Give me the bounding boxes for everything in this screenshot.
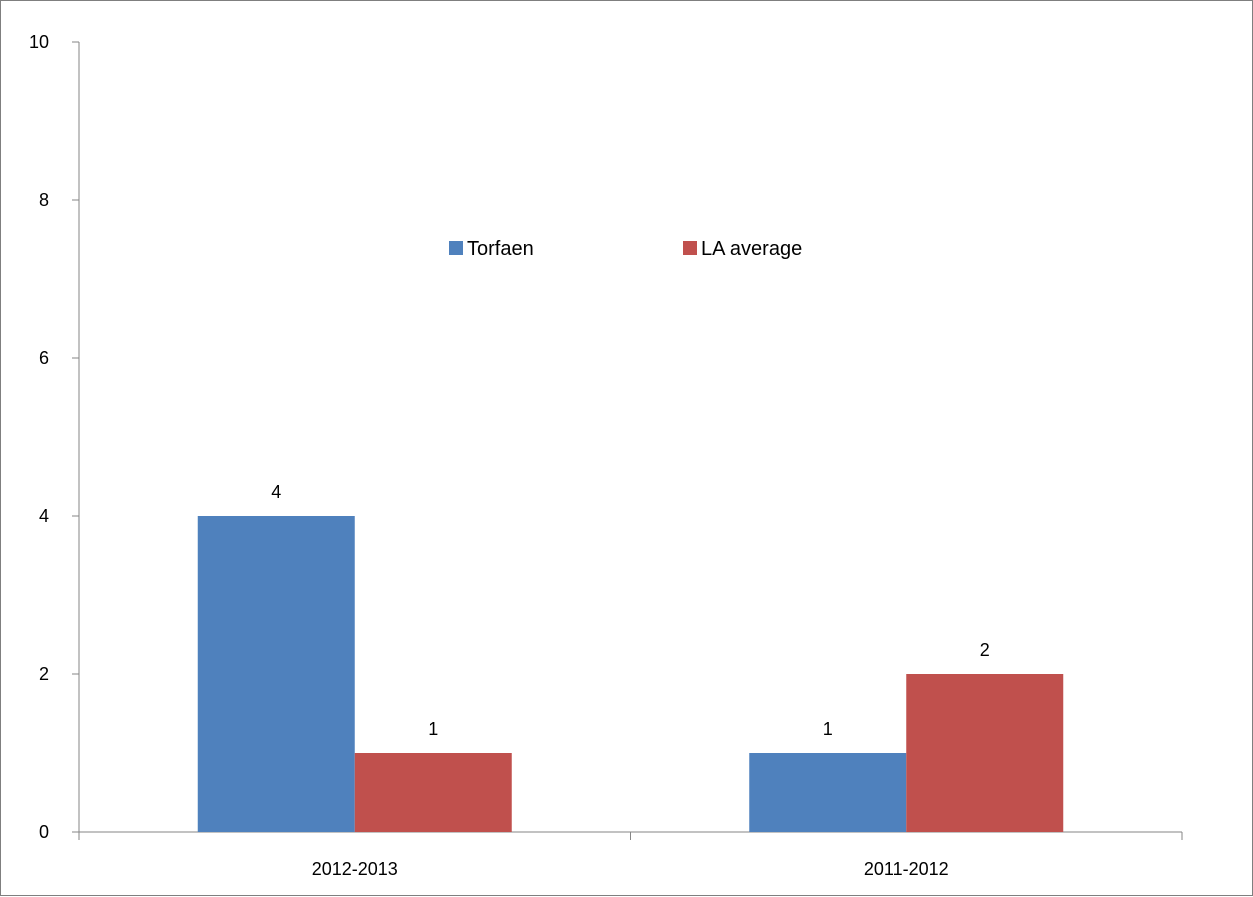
bar-value-label: 1 [823,719,833,739]
y-tick-label: 4 [39,506,49,526]
y-tick-label: 2 [39,664,49,684]
bar-value-label: 4 [271,482,281,502]
y-tick-label: 6 [39,348,49,368]
bar [906,674,1064,832]
y-tick-label: 0 [39,822,49,842]
bar [197,516,355,832]
bar-value-label: 1 [428,719,438,739]
legend-label: LA average [701,238,802,260]
x-tick-label: 2011-2012 [864,859,949,879]
bar [354,753,512,832]
legend-swatch [449,241,463,255]
bars [197,516,1064,832]
legend-label: Torfaen [467,238,534,260]
bar [749,753,907,832]
x-tick-label: 2012-2013 [312,859,398,879]
data-labels: 4 1 1 2 [271,482,990,739]
legend-swatch [683,241,697,255]
bar-value-label: 2 [980,640,990,660]
y-tick-label: 10 [29,32,49,52]
legend: Torfaen LA average [449,238,802,260]
y-tick-label: 8 [39,190,49,210]
